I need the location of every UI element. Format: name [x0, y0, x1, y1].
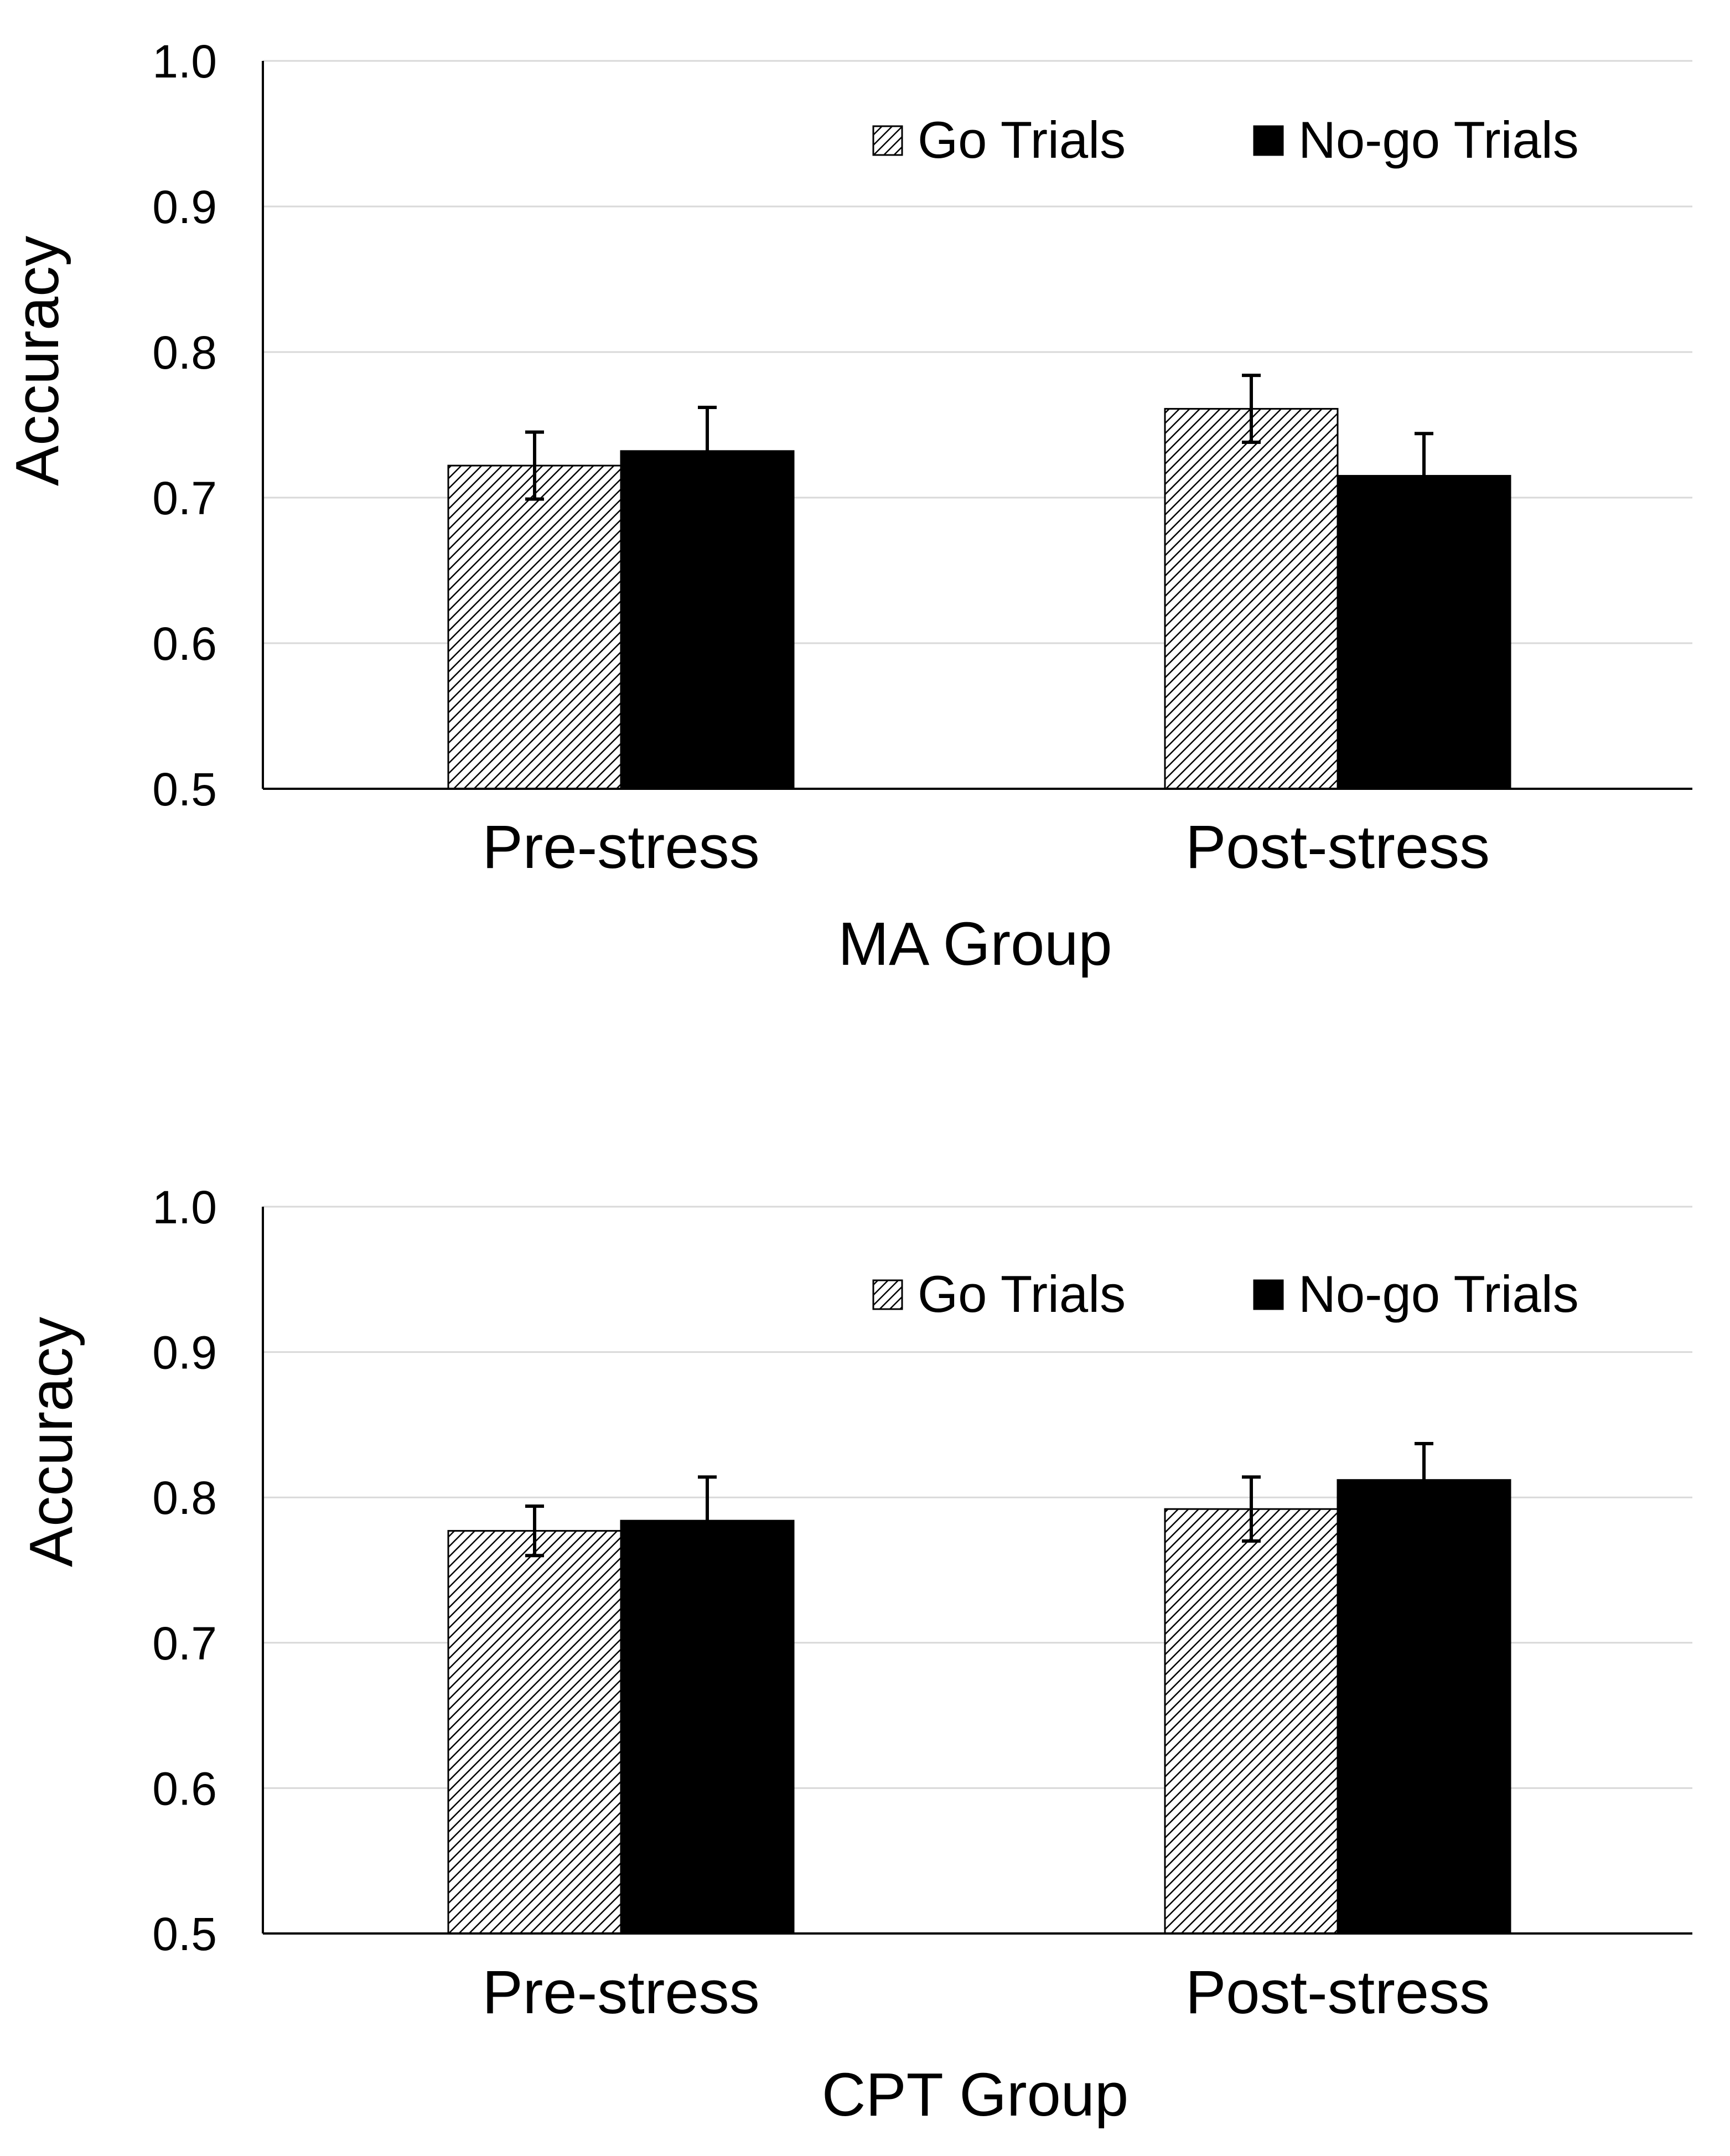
legend-swatch-no-go [1253, 125, 1284, 156]
y-tick-label: 0.7 [152, 472, 217, 524]
error-bar [1415, 1442, 1433, 1518]
legend-swatch-go [872, 125, 903, 156]
legend-label-go: Go Trials [918, 1265, 1126, 1323]
y-tick-label: 0.5 [152, 1908, 217, 1960]
legend: Go Trials No-go Trials [872, 1265, 1579, 1323]
x-category-label: Pre-stress [482, 813, 759, 881]
y-axis-title: Accuracy [17, 1317, 85, 1567]
legend-label-go: Go Trials [918, 111, 1126, 169]
bar-go-pre-stress [447, 1530, 622, 1935]
x-category-label: Post-stress [1185, 1958, 1490, 2026]
bar-no-go-post-stress [1337, 1479, 1511, 1935]
x-category-label: Post-stress [1185, 813, 1490, 881]
error-bar [698, 405, 717, 497]
y-tick-label: 0.6 [152, 1762, 217, 1814]
error-bar [1242, 1475, 1261, 1543]
x-axis-title: MA Group [838, 910, 1112, 978]
y-tick-label: 0.8 [152, 327, 217, 379]
legend-swatch-no-go [1253, 1279, 1284, 1310]
y-tick-label: 0.7 [152, 1617, 217, 1669]
error-bar [525, 430, 544, 501]
error-bar [525, 1504, 544, 1558]
y-axis-title: Accuracy [3, 236, 71, 486]
chart-panel-ma-group: 0.5 0.6 0.7 0.8 0.9 1.0 Pre-stress Post-stress M… [3, 35, 1692, 978]
bar-no-go-pre-stress [620, 450, 795, 790]
legend-label-no-go: No-go Trials [1298, 1265, 1579, 1323]
legend: Go Trials No-go Trials [872, 111, 1579, 169]
y-tick-label: 1.0 [152, 35, 217, 87]
y-tick-label: 1.0 [152, 1181, 217, 1233]
y-tick-label: 0.5 [152, 763, 217, 815]
bar-no-go-post-stress [1337, 475, 1511, 790]
y-tick-label: 0.8 [152, 1472, 217, 1524]
error-bar [1415, 432, 1433, 520]
bar-go-post-stress [1164, 1508, 1339, 1935]
y-tick-label: 0.9 [152, 181, 217, 233]
bar-go-pre-stress [447, 464, 622, 790]
y-tick-label: 0.9 [152, 1327, 217, 1379]
x-axis-title: CPT Group [822, 2061, 1128, 2129]
error-bar [1242, 374, 1261, 444]
error-bar [698, 1475, 717, 1566]
legend-swatch-go [872, 1279, 903, 1310]
bar-no-go-pre-stress [620, 1519, 795, 1935]
bar-go-post-stress [1164, 408, 1339, 790]
y-tick-label: 0.6 [152, 618, 217, 670]
legend-label-no-go: No-go Trials [1298, 111, 1579, 169]
x-category-label: Pre-stress [482, 1958, 759, 2026]
chart-panel-cpt-group: 0.5 0.6 0.7 0.8 0.9 1.0 Pre-stress Post-stress C… [17, 1181, 1692, 2129]
